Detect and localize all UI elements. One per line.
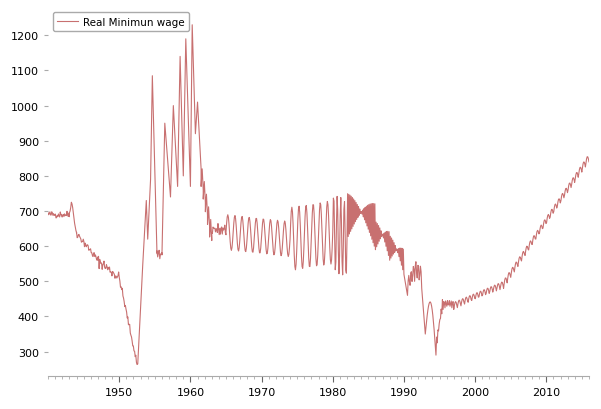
Legend: Real Minimun wage: Real Minimun wage bbox=[53, 13, 189, 31]
Real Minimun wage bbox=[81, 239, 88, 244]
Real Minimun wage bbox=[585, 160, 593, 165]
Real Minimun wage bbox=[521, 252, 528, 257]
Real Minimun wage bbox=[189, 23, 196, 28]
Real Minimun wage bbox=[533, 233, 540, 238]
Real Minimun wage bbox=[44, 211, 52, 216]
Line: Real Minimun wage: Real Minimun wage bbox=[48, 26, 589, 364]
Real Minimun wage bbox=[495, 282, 502, 287]
Real Minimun wage bbox=[227, 246, 234, 251]
Real Minimun wage bbox=[92, 253, 99, 258]
Real Minimun wage bbox=[133, 362, 141, 367]
